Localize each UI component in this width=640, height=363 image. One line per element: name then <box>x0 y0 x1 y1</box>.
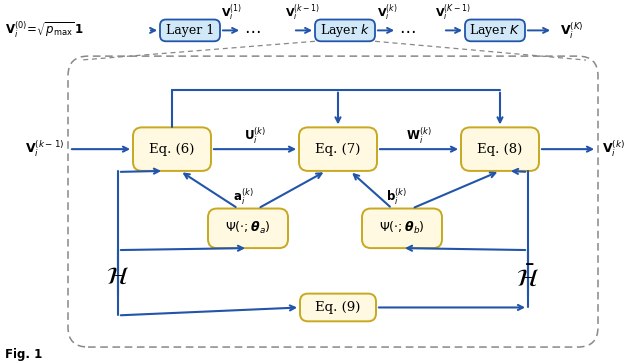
FancyBboxPatch shape <box>362 208 442 248</box>
Text: $\Psi(\cdot;\boldsymbol{\theta}_b)$: $\Psi(\cdot;\boldsymbol{\theta}_b)$ <box>379 220 425 236</box>
Text: $\Psi(\cdot;\boldsymbol{\theta}_a)$: $\Psi(\cdot;\boldsymbol{\theta}_a)$ <box>225 220 271 236</box>
Text: $\bar{\mathcal{H}}$: $\bar{\mathcal{H}}$ <box>516 265 540 290</box>
Text: $\mathcal{H}$: $\mathcal{H}$ <box>106 266 129 289</box>
Text: $\cdots$: $\cdots$ <box>244 22 260 39</box>
Text: $\mathbf{V}_i^{(0)}\!=\!\sqrt{p_{\max}}\,\mathbf{1}$: $\mathbf{V}_i^{(0)}\!=\!\sqrt{p_{\max}}\… <box>5 20 84 41</box>
Text: Layer $K$: Layer $K$ <box>469 22 520 39</box>
Text: $\mathbf{V}_i^{(k-1)}$: $\mathbf{V}_i^{(k-1)}$ <box>285 2 321 23</box>
FancyBboxPatch shape <box>160 20 220 41</box>
Text: $\mathbf{V}_i^{(K)}$: $\mathbf{V}_i^{(K)}$ <box>560 20 584 41</box>
Text: Eq. (7): Eq. (7) <box>316 143 361 156</box>
FancyBboxPatch shape <box>465 20 525 41</box>
Text: Layer 1: Layer 1 <box>166 24 214 37</box>
FancyBboxPatch shape <box>208 208 288 248</box>
Text: Eq. (8): Eq. (8) <box>477 143 523 156</box>
Text: $\mathbf{a}_i^{(k)}$: $\mathbf{a}_i^{(k)}$ <box>233 187 253 207</box>
Text: $\mathbf{V}_i^{(k)}$: $\mathbf{V}_i^{(k)}$ <box>377 2 397 23</box>
Text: $\mathbf{V}_i^{(K-1)}$: $\mathbf{V}_i^{(K-1)}$ <box>435 2 471 23</box>
FancyBboxPatch shape <box>299 127 377 171</box>
Text: Eq. (9): Eq. (9) <box>316 301 361 314</box>
FancyBboxPatch shape <box>461 127 539 171</box>
FancyBboxPatch shape <box>300 294 376 321</box>
Text: $\mathbf{b}_i^{(k)}$: $\mathbf{b}_i^{(k)}$ <box>387 187 408 207</box>
Text: $\mathbf{W}_i^{(k)}$: $\mathbf{W}_i^{(k)}$ <box>406 126 432 146</box>
Text: $\cdots$: $\cdots$ <box>399 22 415 39</box>
Text: $\mathbf{U}_i^{(k)}$: $\mathbf{U}_i^{(k)}$ <box>244 126 266 146</box>
Text: $\mathbf{V}_i^{(k-1)}$: $\mathbf{V}_i^{(k-1)}$ <box>25 139 64 159</box>
FancyBboxPatch shape <box>315 20 375 41</box>
Text: Fig. 1: Fig. 1 <box>5 348 42 362</box>
FancyBboxPatch shape <box>133 127 211 171</box>
Text: Layer $k$: Layer $k$ <box>320 22 370 39</box>
Text: $\mathbf{V}_i^{(k)}$: $\mathbf{V}_i^{(k)}$ <box>602 139 625 159</box>
Text: Eq. (6): Eq. (6) <box>149 143 195 156</box>
Text: $\mathbf{V}_i^{(1)}$: $\mathbf{V}_i^{(1)}$ <box>221 2 243 23</box>
